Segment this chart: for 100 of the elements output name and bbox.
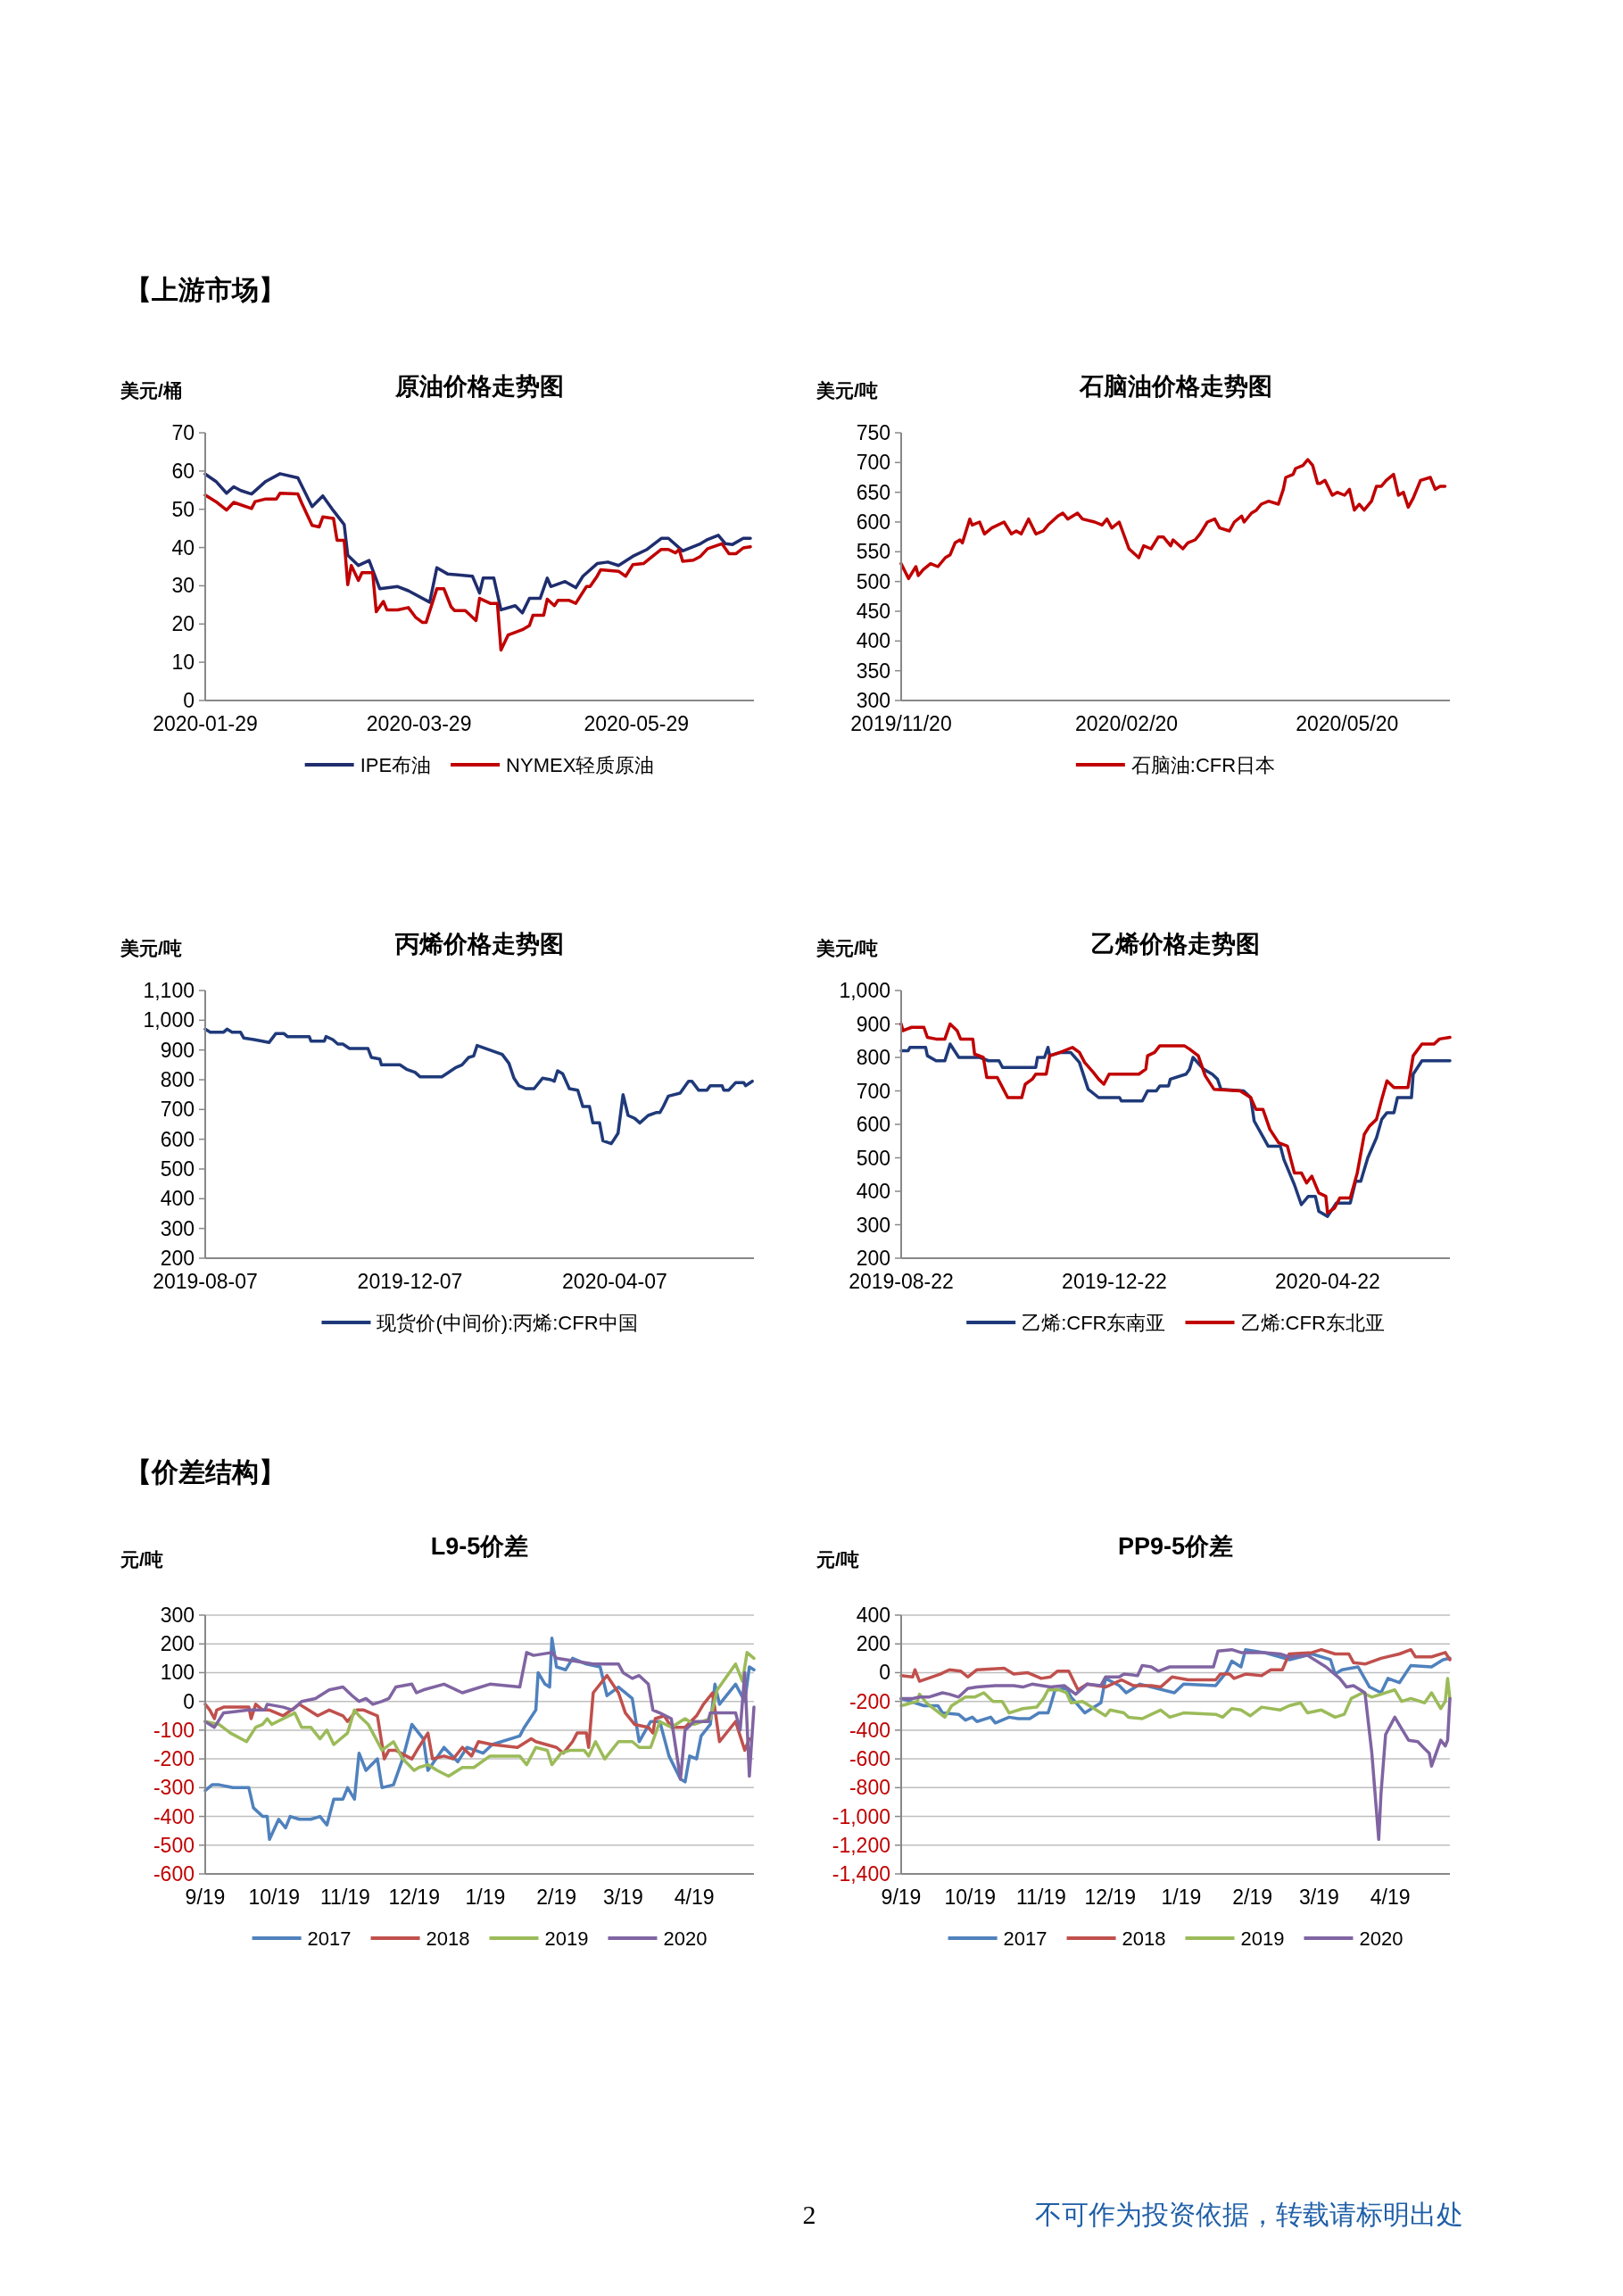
y-tick-label: -1,200	[832, 1833, 890, 1857]
text: 【价差结构】	[125, 1457, 286, 1487]
chart-title: 石脑油价格走势图	[1078, 373, 1272, 400]
legend-label: 2017	[1003, 1927, 1047, 1950]
x-tick-label: 2019/11/20	[850, 712, 952, 735]
x-tick-label: 12/19	[1084, 1886, 1136, 1909]
y-tick-label: 600	[856, 510, 890, 534]
legend-label: 乙烯:CFR东北亚	[1240, 1312, 1385, 1334]
y-tick-label: -400	[153, 1804, 195, 1828]
x-tick-label: 2/19	[1232, 1886, 1273, 1909]
legend-label: 2020	[663, 1927, 708, 1950]
y-tick-label: 500	[856, 569, 890, 593]
legend-label: 2019	[1240, 1927, 1285, 1950]
y-axis-title: 美元/吨	[120, 938, 182, 958]
x-tick-label: 2/19	[536, 1886, 577, 1909]
y-tick-label: -1,400	[832, 1862, 890, 1886]
legend-label: IPE布油	[360, 754, 432, 776]
y-tick-label: 300	[856, 1213, 890, 1237]
x-tick-label: 2020/02/20	[1075, 712, 1179, 735]
y-tick-label: 0	[183, 1689, 195, 1713]
legend-label: 2020	[1359, 1927, 1404, 1950]
x-tick-label: 4/19	[674, 1886, 715, 1909]
legend-label: 2018	[426, 1927, 470, 1950]
text: 不可作为投资依据，转载请标明出处	[1035, 2200, 1463, 2229]
x-tick-label: 2020-04-07	[562, 1270, 667, 1293]
y-axis-title: 美元/桶	[120, 380, 182, 401]
text: 2	[802, 2200, 816, 2229]
text: 【上游市场】	[125, 275, 286, 304]
x-tick-label: 9/19	[185, 1886, 226, 1909]
chart-title: PP9-5价差	[1117, 1533, 1234, 1560]
y-tick-label: 900	[856, 1012, 890, 1036]
y-tick-label: 350	[856, 659, 890, 683]
x-tick-label: 3/19	[1298, 1886, 1339, 1909]
x-tick-label: 9/19	[881, 1886, 922, 1909]
y-tick-label: 600	[160, 1127, 195, 1151]
y-tick-label: -400	[849, 1718, 890, 1742]
y-tick-label: 550	[856, 540, 890, 564]
x-tick-label: 2019-12-07	[357, 1270, 463, 1293]
y-tick-label: 600	[856, 1113, 890, 1136]
legend-label: 2019	[544, 1927, 589, 1950]
line-series	[203, 491, 752, 652]
line-series	[203, 472, 752, 615]
line-series	[899, 1677, 1452, 1720]
y-tick-label: 700	[856, 451, 890, 475]
y-tick-label: -300	[153, 1776, 195, 1800]
y-tick-label: -1,000	[832, 1804, 890, 1828]
line-series	[203, 1673, 751, 1761]
y-axis-title: 元/吨	[816, 1549, 859, 1570]
legend-label: NYMEX轻质原油	[506, 754, 655, 776]
y-tick-label: 200	[856, 1247, 890, 1270]
y-axis-title: 美元/吨	[816, 380, 878, 401]
line-series	[899, 458, 1447, 581]
chart-title: 原油价格走势图	[394, 373, 564, 400]
x-tick-label: 1/19	[465, 1886, 506, 1909]
x-tick-label: 10/19	[944, 1886, 996, 1909]
line-series	[899, 1647, 1452, 1842]
y-tick-label: 70	[171, 421, 195, 444]
y-axis-title: 美元/吨	[816, 938, 878, 958]
x-tick-label: 2019-12-22	[1062, 1270, 1167, 1293]
y-tick-label: 60	[171, 459, 195, 483]
x-tick-label: 3/19	[602, 1886, 643, 1909]
y-tick-label: 700	[856, 1079, 890, 1103]
y-tick-label: -200	[849, 1689, 890, 1713]
x-tick-label: 2020-03-29	[366, 712, 472, 735]
y-tick-label: 300	[856, 689, 890, 712]
y-tick-label: 1,000	[839, 979, 890, 1002]
y-tick-label: -500	[153, 1833, 195, 1857]
x-tick-label: 11/19	[1016, 1886, 1066, 1909]
x-tick-label: 2020/05/20	[1296, 712, 1399, 735]
chart-title: L9-5价差	[430, 1533, 529, 1560]
y-tick-label: 750	[856, 421, 890, 444]
y-tick-label: 450	[856, 600, 890, 623]
x-tick-label: 1/19	[1161, 1886, 1202, 1909]
x-tick-label: 2020-05-29	[584, 712, 690, 735]
y-tick-label: 50	[171, 497, 195, 521]
y-tick-label: 500	[160, 1157, 195, 1181]
x-tick-label: 11/19	[320, 1886, 370, 1909]
y-tick-label: 800	[160, 1068, 195, 1091]
y-tick-label: -800	[849, 1776, 890, 1800]
y-tick-label: 400	[856, 1180, 890, 1203]
y-tick-label: 200	[160, 1632, 195, 1656]
y-tick-label: 200	[856, 1632, 890, 1656]
x-tick-label: 2019-08-22	[849, 1270, 954, 1293]
x-tick-label: 2019-08-07	[153, 1270, 258, 1293]
y-tick-label: 900	[160, 1038, 195, 1062]
y-tick-label: 1,100	[143, 979, 195, 1002]
line-series	[899, 1647, 1452, 1692]
legend-label: 2018	[1122, 1927, 1166, 1950]
y-tick-label: 500	[856, 1146, 890, 1170]
x-tick-label: 2020-01-29	[153, 712, 258, 735]
y-tick-label: -600	[153, 1862, 195, 1886]
x-tick-label: 12/19	[388, 1886, 440, 1909]
y-tick-label: 400	[856, 629, 890, 653]
y-axis-title: 元/吨	[120, 1549, 163, 1570]
legend-label: 现货价(中间价):丙烯:CFR中国	[377, 1312, 638, 1334]
y-tick-label: -600	[849, 1747, 890, 1771]
line-series	[203, 1027, 754, 1146]
y-tick-label: 700	[160, 1098, 195, 1122]
legend-label: 乙烯:CFR东南亚	[1022, 1312, 1166, 1334]
y-tick-label: 300	[160, 1604, 195, 1627]
